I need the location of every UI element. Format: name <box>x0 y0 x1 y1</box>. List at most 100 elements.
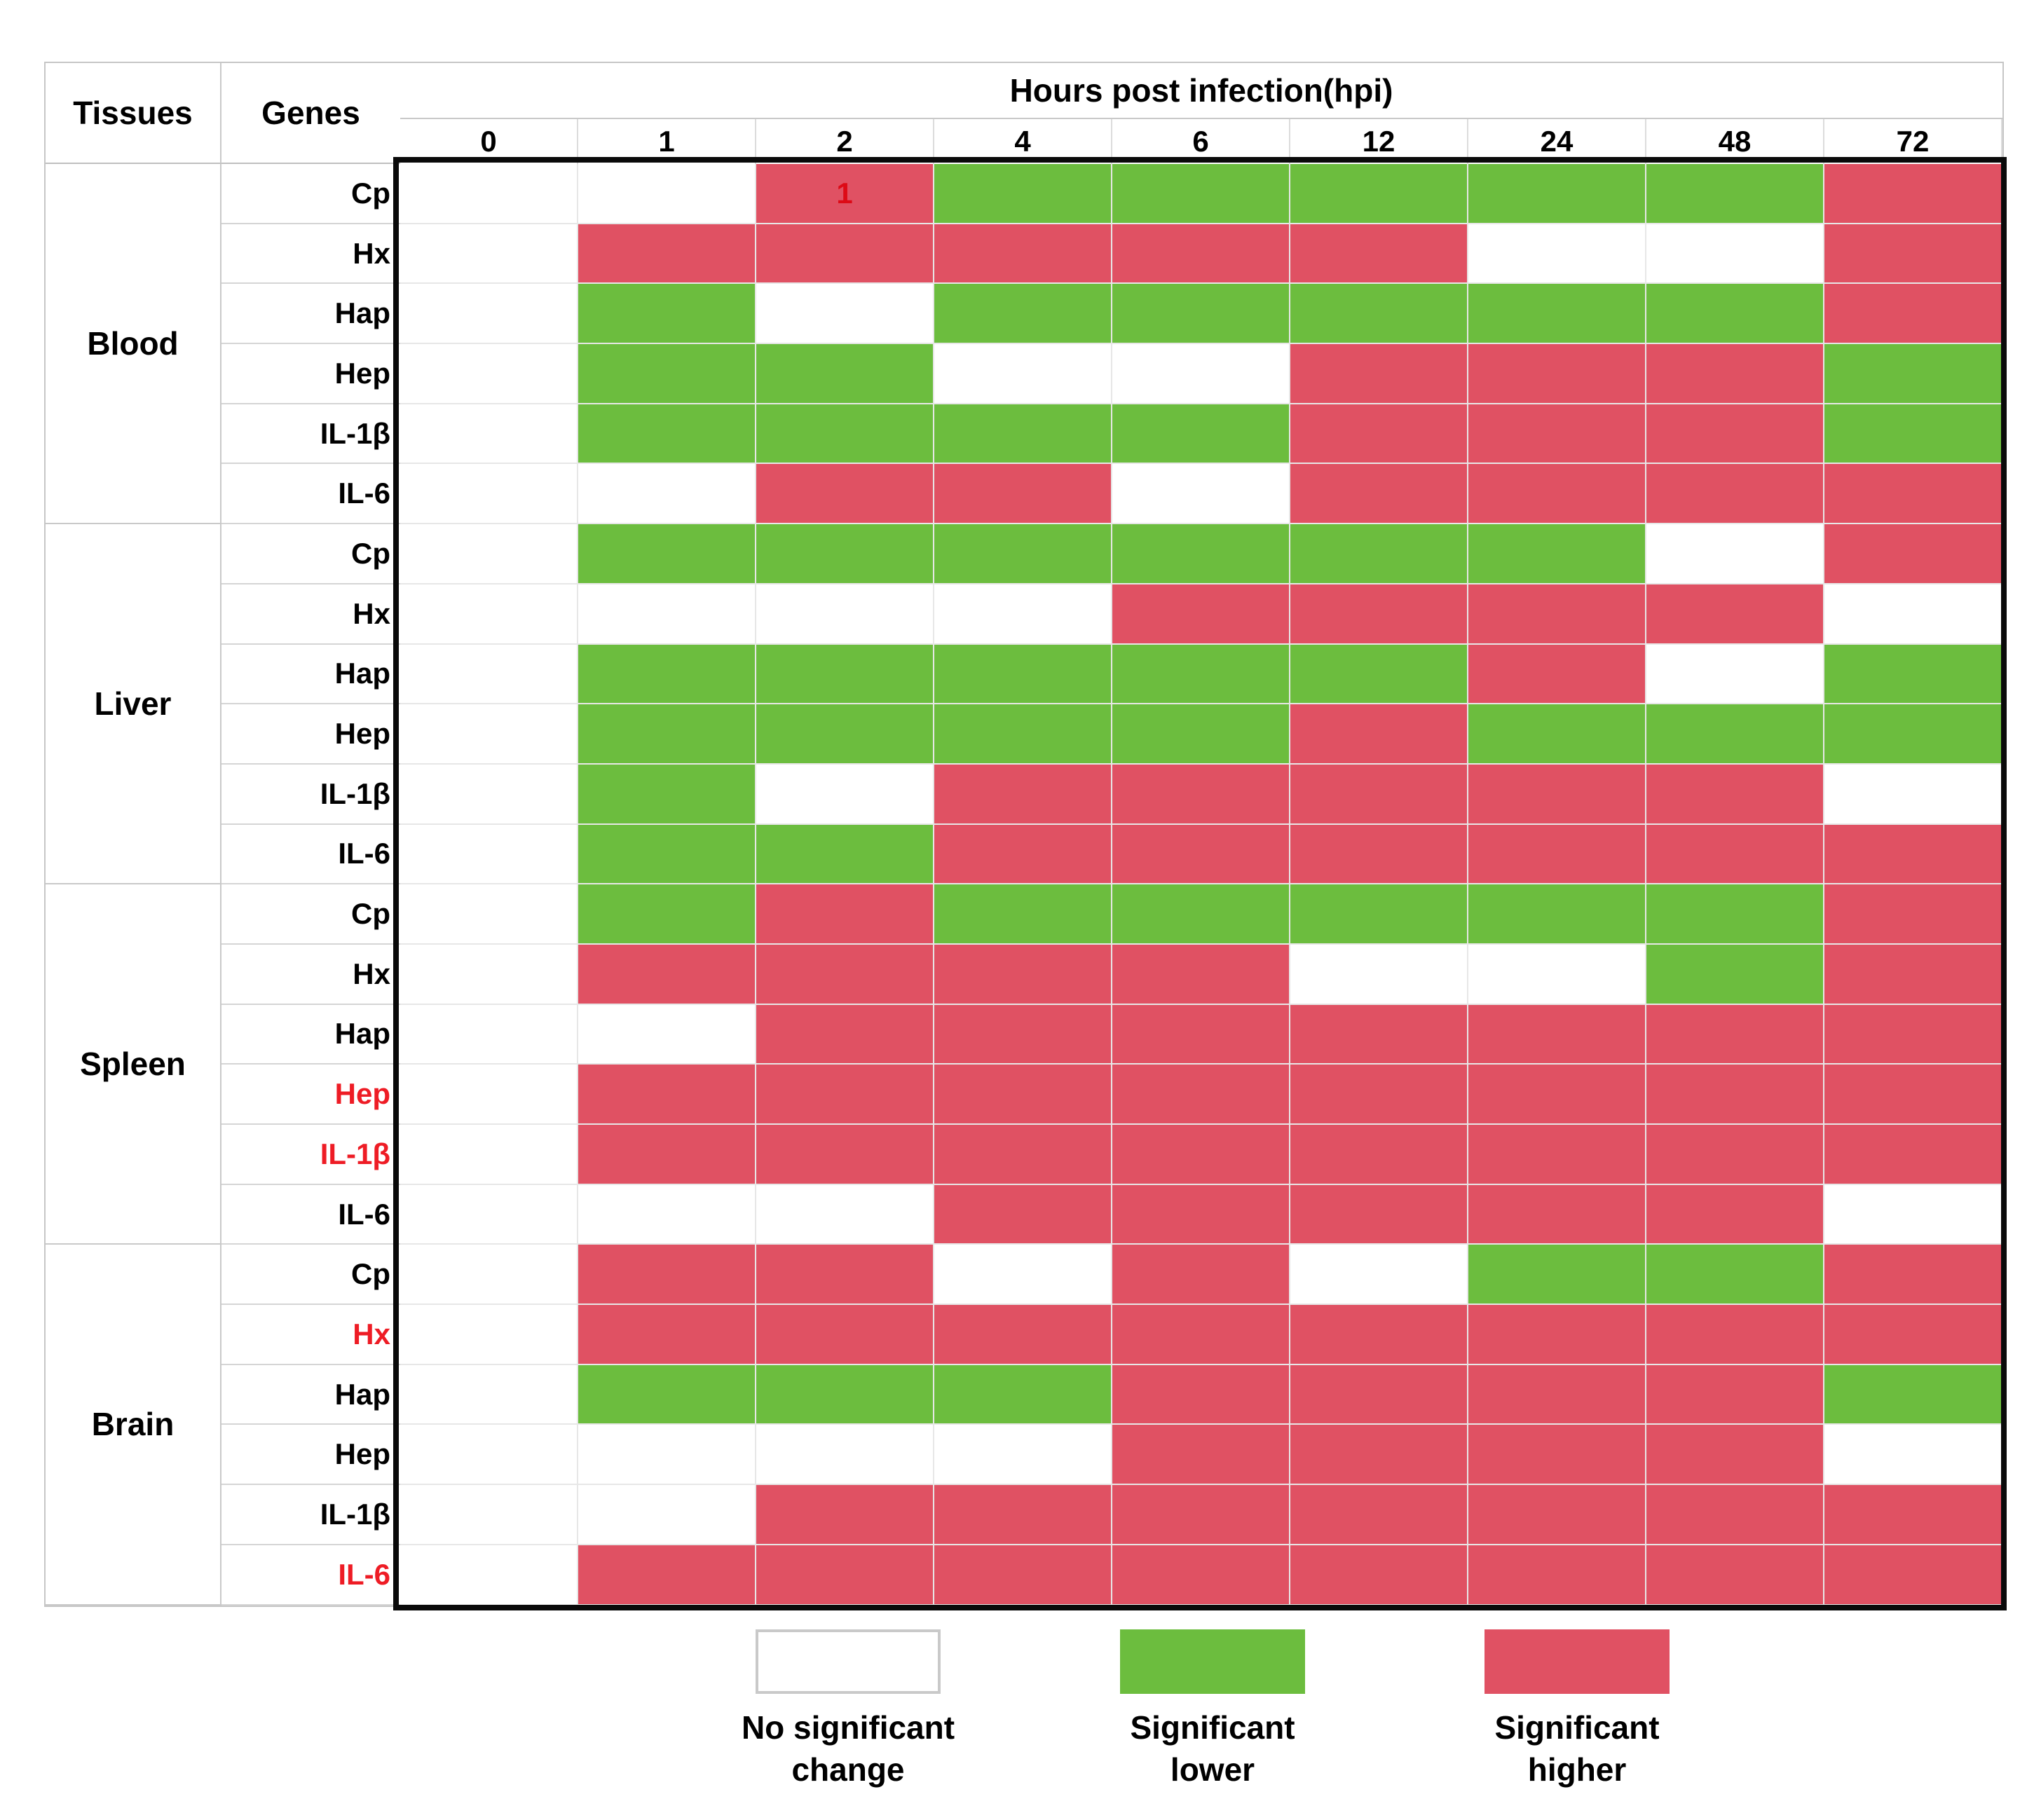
heatmap-cell <box>1824 164 2002 224</box>
heatmap-cell <box>1112 884 1290 945</box>
legend-swatch-higher <box>1484 1629 1670 1694</box>
heatmap-cell <box>756 224 934 285</box>
heatmap-cell <box>1646 464 1824 525</box>
heatmap-cell <box>578 1184 756 1245</box>
heatmap-cell <box>1112 524 1290 584</box>
heatmap-cell <box>756 1184 934 1245</box>
heatmap-cell <box>1824 584 2002 645</box>
heatmap-cell <box>1112 164 1290 224</box>
heatmap-cell <box>756 284 934 345</box>
heatmap-cell <box>400 284 578 345</box>
heatmap-cell <box>1646 224 1824 285</box>
gene-label: Cp <box>221 164 400 224</box>
gene-label: IL-6 <box>221 1184 400 1245</box>
hpi-column-label-24: 24 <box>1468 119 1646 164</box>
heatmap-cell <box>1468 344 1646 404</box>
heatmap-cell <box>934 824 1112 885</box>
heatmap-cell <box>400 404 578 465</box>
heatmap-cell <box>756 584 934 645</box>
heatmap-cell <box>400 1125 578 1185</box>
heatmap-cell <box>1468 1065 1646 1125</box>
heatmap-cell <box>1290 824 1468 885</box>
heatmap-cell <box>1112 404 1290 465</box>
heatmap-cell <box>1824 1425 2002 1486</box>
heatmap-cell <box>756 1364 934 1425</box>
heatmap-cell <box>1290 164 1468 224</box>
heatmap-cell <box>578 1545 756 1606</box>
heatmap-cell <box>756 1305 934 1365</box>
heatmap-cell <box>578 584 756 645</box>
heatmap-cell <box>1646 1004 1824 1065</box>
heatmap-cell <box>1646 344 1824 404</box>
heatmap-cell <box>934 1545 1112 1606</box>
heatmap-cell <box>1290 524 1468 584</box>
heatmap-cell <box>756 1425 934 1486</box>
heatmap-cell <box>1290 1125 1468 1185</box>
heatmap-cell <box>1290 644 1468 705</box>
heatmap-cell <box>1290 704 1468 765</box>
heatmap-cell <box>756 944 934 1005</box>
heatmap-cell <box>1112 1245 1290 1306</box>
heatmap-cell <box>1112 1485 1290 1545</box>
heatmap-cell <box>1646 584 1824 645</box>
heatmap-cell <box>1646 1305 1824 1365</box>
gene-label: Hep <box>221 1065 400 1125</box>
hpi-column-label-72: 72 <box>1824 119 2002 164</box>
heatmap-cell <box>400 1004 578 1065</box>
heatmap-cell <box>1112 824 1290 885</box>
heatmap-cell <box>578 1245 756 1306</box>
heatmap-cell <box>1468 524 1646 584</box>
heatmap-cell <box>1468 284 1646 345</box>
heatmap-cell <box>1290 224 1468 285</box>
heatmap-cell <box>756 764 934 825</box>
heatmap-cell <box>1646 1425 1824 1486</box>
heatmap-cell <box>1646 824 1824 885</box>
heatmap-cell <box>400 1485 578 1545</box>
heatmap-cell <box>756 344 934 404</box>
heatmap-cell <box>578 1425 756 1486</box>
heatmap-cell <box>578 164 756 224</box>
gene-label: IL-1β <box>221 404 400 465</box>
heatmap-cell <box>1290 1485 1468 1545</box>
heatmap-cell <box>578 884 756 945</box>
heatmap-cell <box>400 584 578 645</box>
heatmap-cell <box>756 1485 934 1545</box>
heatmap-cell <box>578 704 756 765</box>
heatmap-cell <box>1468 884 1646 945</box>
heatmap-cell <box>1468 1545 1646 1606</box>
tissues-column-header: Tissues <box>46 63 221 164</box>
heatmap-cell <box>400 1425 578 1486</box>
gene-label: Hep <box>221 344 400 404</box>
gene-label: Hap <box>221 284 400 345</box>
gene-label: Hap <box>221 1364 400 1425</box>
heatmap-cell <box>1824 644 2002 705</box>
heatmap-cell <box>756 1245 934 1306</box>
heatmap-cell <box>1112 1125 1290 1185</box>
heatmap-cell <box>1290 344 1468 404</box>
legend-item-lower: Significant lower <box>1058 1629 1367 1791</box>
hpi-column-label-6: 6 <box>1112 119 1290 164</box>
heatmap-cell <box>400 1305 578 1365</box>
heatmap-cell <box>1112 704 1290 765</box>
heatmap-cell <box>578 224 756 285</box>
heatmap-cell <box>1112 464 1290 525</box>
heatmap-cell <box>1290 284 1468 345</box>
heatmap-cell <box>400 1364 578 1425</box>
heatmap-cell <box>934 1065 1112 1125</box>
heatmap-cell <box>1468 1245 1646 1306</box>
heatmap-cell <box>1646 524 1824 584</box>
heatmap-cell <box>1290 1184 1468 1245</box>
heatmap-cell <box>1290 584 1468 645</box>
heatmap-cell <box>756 1545 934 1606</box>
gene-label: Hx <box>221 1305 400 1365</box>
heatmap-cell <box>578 1364 756 1425</box>
heatmap-cell <box>400 524 578 584</box>
gene-label: Hap <box>221 644 400 705</box>
heatmap-cell <box>1646 1485 1824 1545</box>
hpi-column-label-4: 4 <box>934 119 1112 164</box>
heatmap-cell <box>578 824 756 885</box>
heatmap-cell <box>1468 1425 1646 1486</box>
heatmap-cell <box>1646 1184 1824 1245</box>
heatmap-cell <box>578 1065 756 1125</box>
heatmap-cell <box>756 1065 934 1125</box>
